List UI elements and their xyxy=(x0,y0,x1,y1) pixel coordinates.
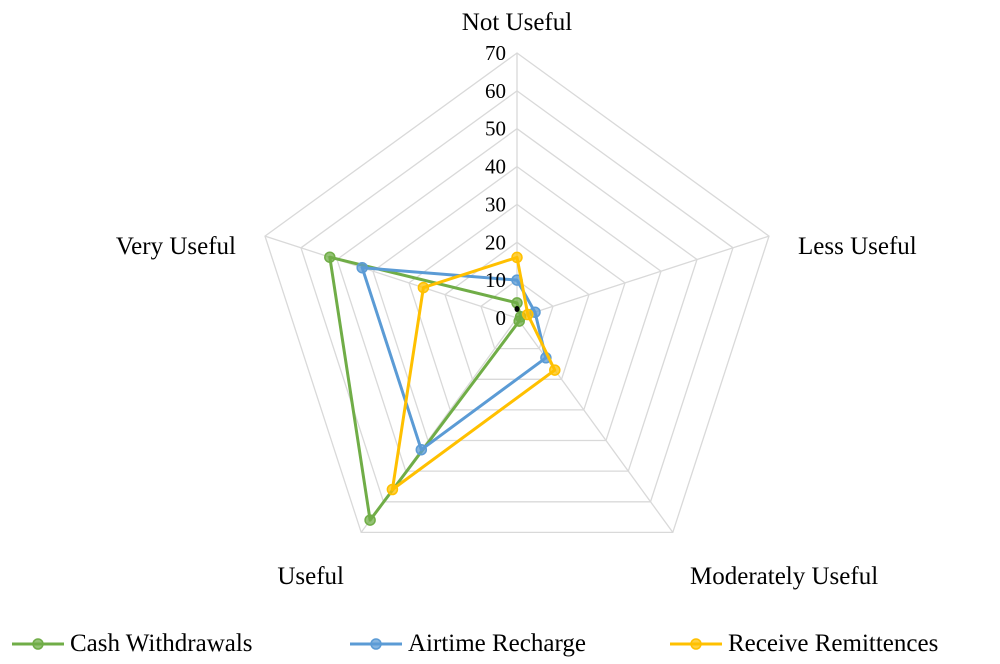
grid-ring xyxy=(408,203,626,411)
legend-label: Receive Remittences xyxy=(728,630,939,657)
data-point-airtime-recharge-very-useful xyxy=(356,261,368,274)
tick-label: 70 xyxy=(485,41,506,65)
data-point-airtime-recharge-useful xyxy=(415,443,428,456)
spoke-less-useful xyxy=(516,235,770,319)
series-line-receive-remittences xyxy=(390,255,557,491)
legend-item-receive-remittences: Receive Remittences xyxy=(668,624,938,664)
data-point-receive-remittences-moderately-useful xyxy=(549,364,561,376)
radar-series xyxy=(324,251,561,526)
legend-marker-airtime-recharge xyxy=(350,638,402,650)
series-receive-remittences xyxy=(386,251,561,496)
data-point-receive-remittences-less-useful xyxy=(522,308,534,321)
axis-label-not-useful: Not Useful xyxy=(462,9,572,36)
data-point-receive-remittences-not-useful xyxy=(511,251,523,264)
tick-label: 30 xyxy=(485,192,506,216)
axis-label-useful: Useful xyxy=(277,563,344,590)
grid-ring xyxy=(372,165,662,442)
tick-label: 10 xyxy=(485,268,506,292)
category-axis-labels: Not Useful Less Useful Moderately Useful Us… xyxy=(116,9,917,590)
legend-marker-cash-withdrawals xyxy=(12,638,64,650)
tick-label: 50 xyxy=(485,117,506,141)
data-point-receive-remittences-very-useful xyxy=(417,281,430,294)
grid-ring xyxy=(336,127,698,472)
axis-label-very-useful: Very Useful xyxy=(116,233,236,260)
tick-label: 40 xyxy=(485,155,506,179)
axis-label-moderately-useful: Moderately Useful xyxy=(690,563,878,590)
tick-label: 0 xyxy=(496,306,507,330)
series-line-cash-withdrawals xyxy=(328,255,523,522)
grid-ring xyxy=(480,279,554,350)
legend-marker-receive-remittences xyxy=(670,638,722,650)
series-line-airtime-recharge xyxy=(360,266,548,452)
spoke-very-useful xyxy=(264,235,518,319)
series-airtime-recharge xyxy=(356,261,552,456)
series-cash-withdrawals xyxy=(324,251,527,526)
radar-grid xyxy=(264,52,770,534)
tick-label: 60 xyxy=(485,79,506,103)
legend-label: Cash Withdrawals xyxy=(70,630,253,657)
tick-label: 20 xyxy=(485,230,506,254)
data-point-cash-withdrawals-moderately-useful xyxy=(513,315,525,327)
grid-ring xyxy=(300,90,734,503)
legend-label: Airtime Recharge xyxy=(408,630,586,657)
axis-label-less-useful: Less Useful xyxy=(798,233,917,260)
data-point-receive-remittences-useful xyxy=(386,483,399,496)
data-point-cash-withdrawals-very-useful xyxy=(324,251,336,263)
grid-ring xyxy=(264,52,770,534)
legend-item-airtime-recharge: Airtime Recharge xyxy=(348,624,586,664)
radial-tick-labels: 0 10 20 30 40 50 60 70 xyxy=(485,41,520,330)
spoke-moderately-useful xyxy=(516,317,674,533)
legend-item-cash-withdrawals: Cash Withdrawals xyxy=(10,624,253,664)
data-point-cash-withdrawals-useful xyxy=(364,514,376,526)
radar-chart: 0 10 20 30 40 50 60 70 Not Useful Less Useful Mod… xyxy=(116,9,917,590)
center-marker xyxy=(514,306,520,312)
legend: Cash Withdrawals Airtime Recharge Receiv… xyxy=(0,624,1000,664)
